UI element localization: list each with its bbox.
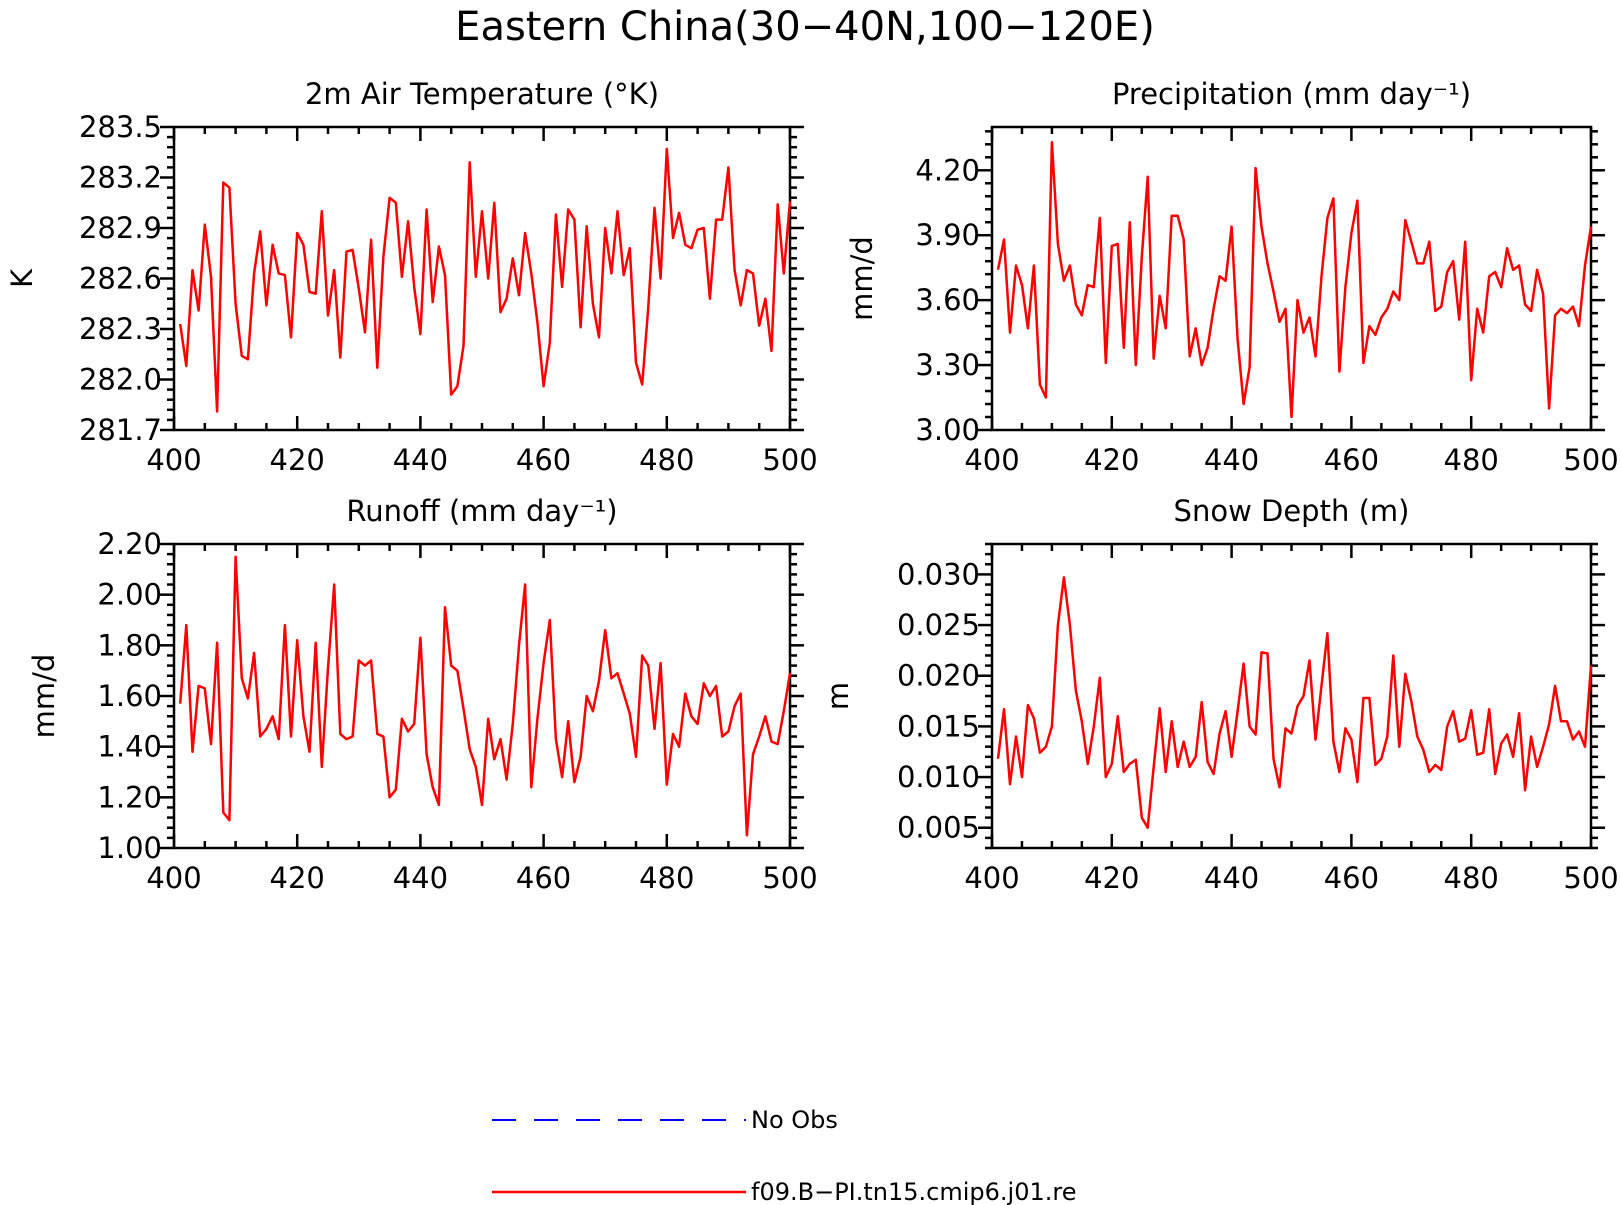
- x-tick-label: 460: [1324, 861, 1379, 895]
- y-tick-label: 281.7: [79, 413, 162, 447]
- y-axis-label: mm/d: [845, 236, 879, 321]
- y-tick-label: 3.90: [915, 218, 980, 252]
- x-tick-label: 500: [762, 443, 817, 477]
- y-tick-label: 1.20: [97, 780, 162, 814]
- y-tick-label: 2.00: [97, 578, 162, 612]
- panel-title: Snow Depth (m): [1174, 494, 1410, 528]
- legend-label-model: f09.B−PI.tn15.cmip6.j01.re: [751, 1178, 1076, 1205]
- x-tick-label: 480: [1444, 443, 1499, 477]
- x-tick-label: 420: [1084, 443, 1139, 477]
- x-tick-label: 440: [1204, 443, 1259, 477]
- plot-frame: [990, 125, 1593, 432]
- series-line: [178, 147, 792, 413]
- panel-title: Runoff (mm day⁻¹): [346, 494, 617, 528]
- plot-frame: [172, 125, 792, 432]
- y-tick-label: 283.5: [79, 110, 162, 144]
- x-tick-label: 440: [393, 443, 448, 477]
- x-tick-label: 400: [146, 861, 201, 895]
- x-tick-label: 400: [146, 443, 201, 477]
- legend: No Obs f09.B−PI.tn15.cmip6.j01.re: [492, 1106, 1076, 1205]
- y-tick-label: 1.40: [97, 730, 162, 764]
- panel-air-temperature: 2m Air Temperature (°K) K 400 420 440 460 480 5…: [5, 77, 818, 477]
- x-tick-label: 400: [964, 861, 1019, 895]
- x-tick-label: 500: [1563, 861, 1618, 895]
- x-tick-label: 440: [393, 861, 448, 895]
- y-tick-label: 0.010: [897, 760, 980, 794]
- x-tick-label: 400: [964, 443, 1019, 477]
- y-axis-label: m: [821, 682, 855, 710]
- x-tick-label: 500: [1563, 443, 1618, 477]
- x-tick-label: 420: [1084, 861, 1139, 895]
- series-line: [996, 140, 1593, 419]
- y-tick-label: 3.30: [915, 348, 980, 382]
- y-tick-label: 1.80: [97, 628, 162, 662]
- y-tick-label: 282.9: [79, 211, 162, 245]
- y-tick-label: 1.00: [97, 831, 162, 865]
- panel-precipitation: Precipitation (mm day⁻¹) mm/d 400 420 440 460…: [845, 77, 1619, 477]
- y-tick-label: 282.0: [79, 363, 162, 397]
- x-tick-label: 460: [516, 861, 571, 895]
- y-tick-label: 3.00: [915, 413, 980, 447]
- y-tick-label: 282.3: [79, 312, 162, 346]
- y-axis-label: K: [5, 268, 39, 288]
- x-tick-label: 460: [516, 443, 571, 477]
- panel-title: Precipitation (mm day⁻¹): [1112, 77, 1471, 111]
- x-tick-label: 480: [639, 861, 694, 895]
- x-tick-label: 480: [639, 443, 694, 477]
- y-tick-label: 4.20: [915, 153, 980, 187]
- x-tick-label: 460: [1324, 443, 1379, 477]
- main-title: Eastern China(30−40N,100−120E): [455, 4, 1155, 50]
- x-tick-label: 420: [270, 443, 325, 477]
- plot-frame: [990, 542, 1593, 850]
- panel-snow-depth: Snow Depth (m) m 400 420 440 460 480 500 0.005 0.…: [821, 494, 1619, 895]
- y-tick-label: 0.020: [897, 659, 980, 693]
- panel-title: 2m Air Temperature (°K): [305, 77, 659, 111]
- y-tick-label: 282.6: [79, 262, 162, 296]
- y-tick-label: 283.2: [79, 161, 162, 195]
- y-tick-label: 0.005: [897, 811, 980, 845]
- x-tick-label: 420: [270, 861, 325, 895]
- y-tick-label: 0.015: [897, 709, 980, 743]
- x-tick-label: 480: [1444, 861, 1499, 895]
- y-tick-label: 3.60: [915, 283, 980, 317]
- x-tick-label: 500: [762, 861, 817, 895]
- y-tick-label: 2.20: [97, 527, 162, 561]
- legend-label-no-obs: No Obs: [751, 1106, 838, 1134]
- y-tick-label: 1.60: [97, 679, 162, 713]
- series-line: [996, 576, 1593, 829]
- panel-runoff: Runoff (mm day⁻¹) mm/d 400 420 440 460 480 500 1…: [27, 494, 818, 895]
- y-axis-label: mm/d: [27, 654, 61, 739]
- y-tick-label: 0.025: [897, 608, 980, 642]
- y-tick-label: 0.030: [897, 557, 980, 591]
- series-line: [178, 555, 792, 837]
- x-tick-label: 440: [1204, 861, 1259, 895]
